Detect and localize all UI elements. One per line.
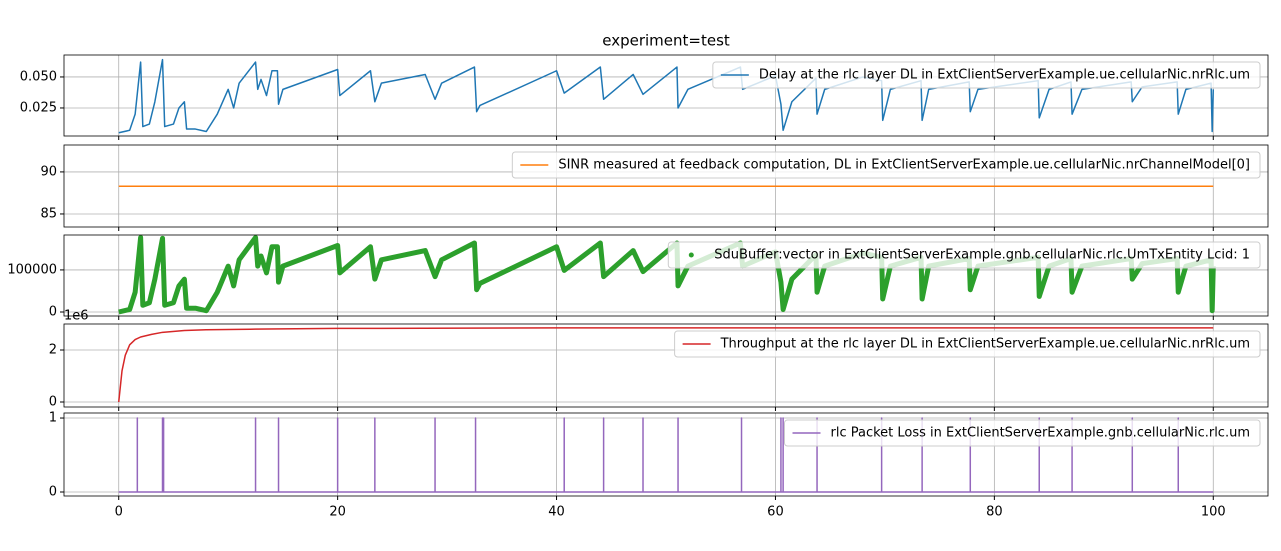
axes-frame [63,54,1269,137]
panel: 0 100000 SduBuffer:vector in ExtClientServ… [7,234,1269,320]
x-tick-label: 40 [548,505,565,520]
y-tick-label: 0 [49,305,57,320]
series-line [118,58,1215,134]
y-tick-label: 0 [49,395,57,410]
series-line [118,235,1216,315]
legend-label: rlc Packet Loss in ExtClientServerExampl… [831,426,1251,441]
x-tick-label: 0 [115,505,123,520]
y-tick-label: 85 [40,206,57,221]
legend: SduBuffer:vector in ExtClientServerExamp… [667,241,1261,269]
axes-frame [63,144,1269,228]
legend-box [667,241,1261,269]
legend-label: SduBuffer:vector in ExtClientServerExamp… [714,248,1250,263]
legend: Delay at the rlc layer DL in ExtClientSe… [712,61,1261,89]
x-tick-label: 60 [767,505,784,520]
x-tick-label: 20 [329,505,346,520]
legend-marker [688,252,694,258]
legend-label: Throughput at the rlc layer DL in ExtCli… [720,337,1250,352]
legend-label: Delay at the rlc layer DL in ExtClientSe… [759,68,1250,83]
axes-frame [63,234,1269,317]
legend-label: SINR measured at feedback computation, D… [558,158,1250,173]
figure-title: experiment=test [602,32,730,50]
panel: 0 2 1e6 Throughput at the rlc layer DL in E… [49,309,1269,411]
legend-box [784,419,1261,447]
series-line [118,417,1214,493]
legend: Throughput at the rlc layer DL in ExtCli… [674,330,1261,358]
y-tick-label: 0.050 [20,69,57,84]
legend-box [674,330,1261,358]
axes-frame [63,323,1269,408]
legend: rlc Packet Loss in ExtClientServerExampl… [784,419,1261,447]
y-tick-label: 90 [40,164,57,179]
y-tick-label: 100000 [7,262,57,277]
x-tick-label: 100 [1201,505,1226,520]
axes-frame [63,412,1269,497]
panel: 0 20 40 60 80 100 0 1 rlc Packet Loss in ExtClie… [49,411,1269,520]
legend: SINR measured at feedback computation, D… [511,151,1261,179]
panel: 0.025 0.050 Delay at the rlc layer DL in E… [20,54,1269,140]
series-line [117,327,1214,403]
y-tick-label: 0.025 [20,100,57,115]
y-tick-label: 1 [49,411,57,426]
legend-box [511,151,1261,179]
y-tick-label: 2 [49,343,57,358]
x-tick-label: 80 [986,505,1003,520]
legend-box [712,61,1261,89]
panel: 85 90 SINR measured at feedback computatio… [40,144,1269,231]
y-tick-label: 0 [49,485,57,500]
offset-text: 1e6 [64,309,89,324]
